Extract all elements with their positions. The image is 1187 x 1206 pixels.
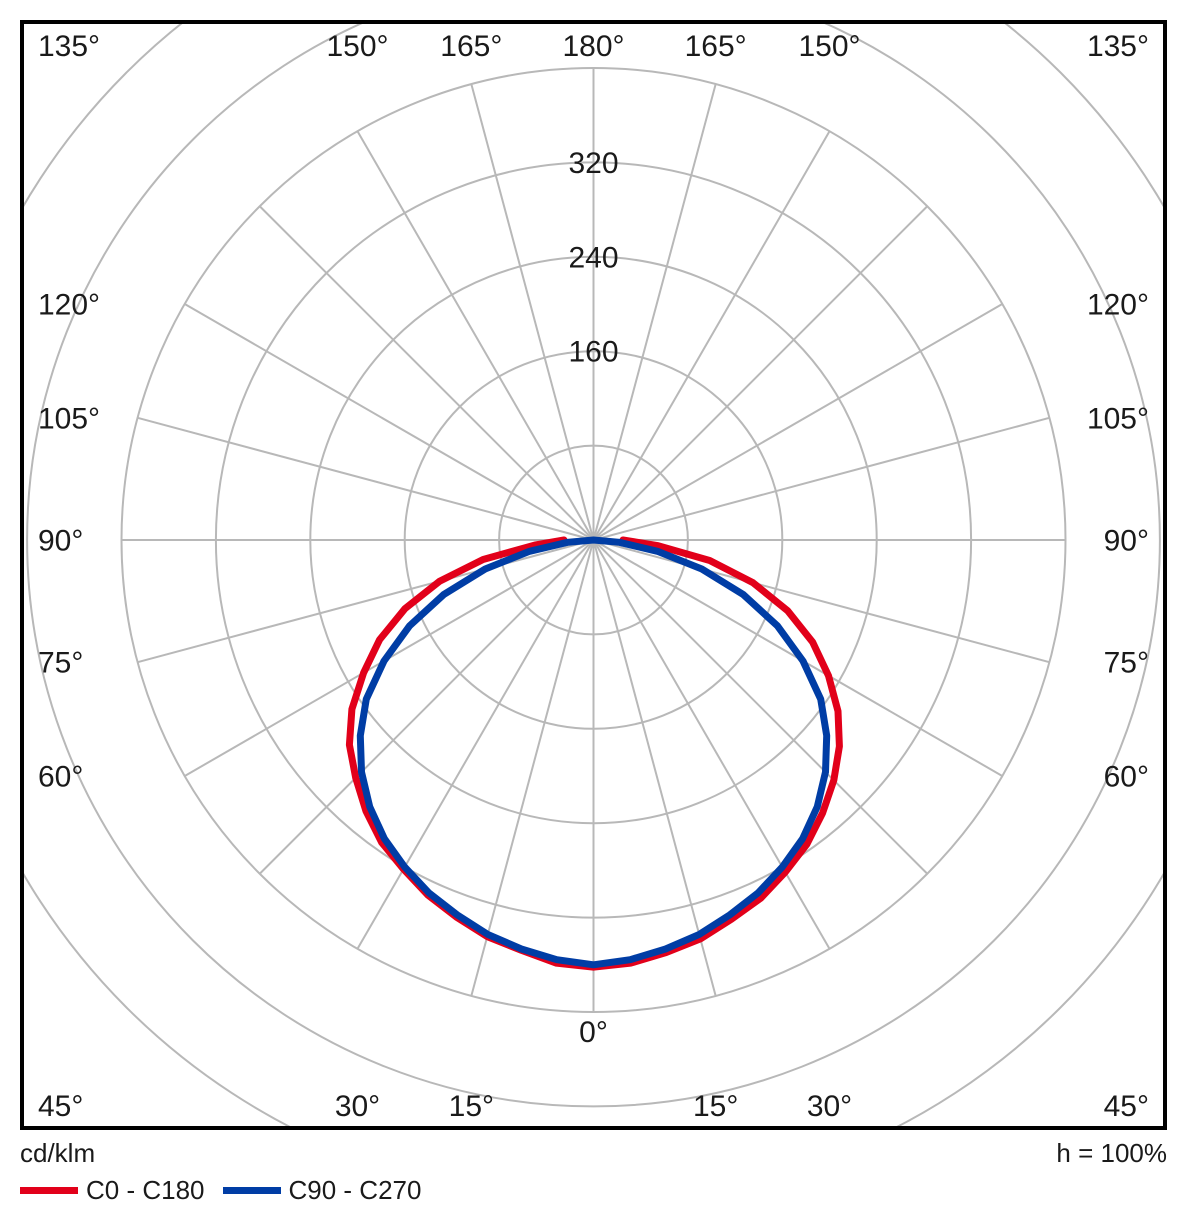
svg-text:45°: 45° xyxy=(38,1090,83,1123)
svg-text:90°: 90° xyxy=(1104,525,1149,558)
svg-text:180°: 180° xyxy=(562,30,624,63)
svg-text:60°: 60° xyxy=(1104,761,1149,794)
svg-text:150°: 150° xyxy=(326,30,388,63)
h-note: h = 100% xyxy=(1056,1138,1167,1169)
svg-text:320: 320 xyxy=(568,147,618,180)
chart-wrapper: 160 240 320 0° 15° 15° 30° 30° 45° 45° 60° 60° 75° 75… xyxy=(0,0,1187,1200)
svg-text:240: 240 xyxy=(568,241,618,274)
chart-legend: cd/klm h = 100% C0 - C180 C90 - C270 xyxy=(20,1138,1167,1188)
svg-text:135°: 135° xyxy=(1087,30,1149,63)
swatch-c90 xyxy=(223,1187,281,1194)
svg-text:15°: 15° xyxy=(449,1090,494,1123)
svg-text:90°: 90° xyxy=(38,525,83,558)
swatch-c0 xyxy=(20,1187,78,1194)
svg-text:45°: 45° xyxy=(1104,1090,1149,1123)
svg-text:105°: 105° xyxy=(1087,402,1149,435)
legend-item-c0: C0 - C180 xyxy=(20,1175,205,1206)
svg-text:30°: 30° xyxy=(335,1090,380,1123)
svg-text:60°: 60° xyxy=(38,761,83,794)
unit-label: cd/klm xyxy=(20,1138,95,1169)
polar-chart: 160 240 320 0° 15° 15° 30° 30° 45° 45° 60° 60° 75° 75… xyxy=(20,20,1167,1130)
legend-label-c90: C90 - C270 xyxy=(289,1175,422,1206)
svg-text:165°: 165° xyxy=(685,30,747,63)
svg-text:120°: 120° xyxy=(38,289,100,322)
svg-text:0°: 0° xyxy=(579,1016,608,1049)
legend-item-c90: C90 - C270 xyxy=(223,1175,422,1206)
svg-text:105°: 105° xyxy=(38,402,100,435)
svg-text:165°: 165° xyxy=(440,30,502,63)
svg-text:30°: 30° xyxy=(807,1090,852,1123)
svg-text:160: 160 xyxy=(568,336,618,369)
svg-text:135°: 135° xyxy=(38,30,100,63)
svg-text:120°: 120° xyxy=(1087,289,1149,322)
svg-text:15°: 15° xyxy=(693,1090,738,1123)
svg-text:150°: 150° xyxy=(798,30,860,63)
legend-label-c0: C0 - C180 xyxy=(86,1175,205,1206)
svg-text:75°: 75° xyxy=(38,647,83,680)
svg-text:75°: 75° xyxy=(1104,647,1149,680)
